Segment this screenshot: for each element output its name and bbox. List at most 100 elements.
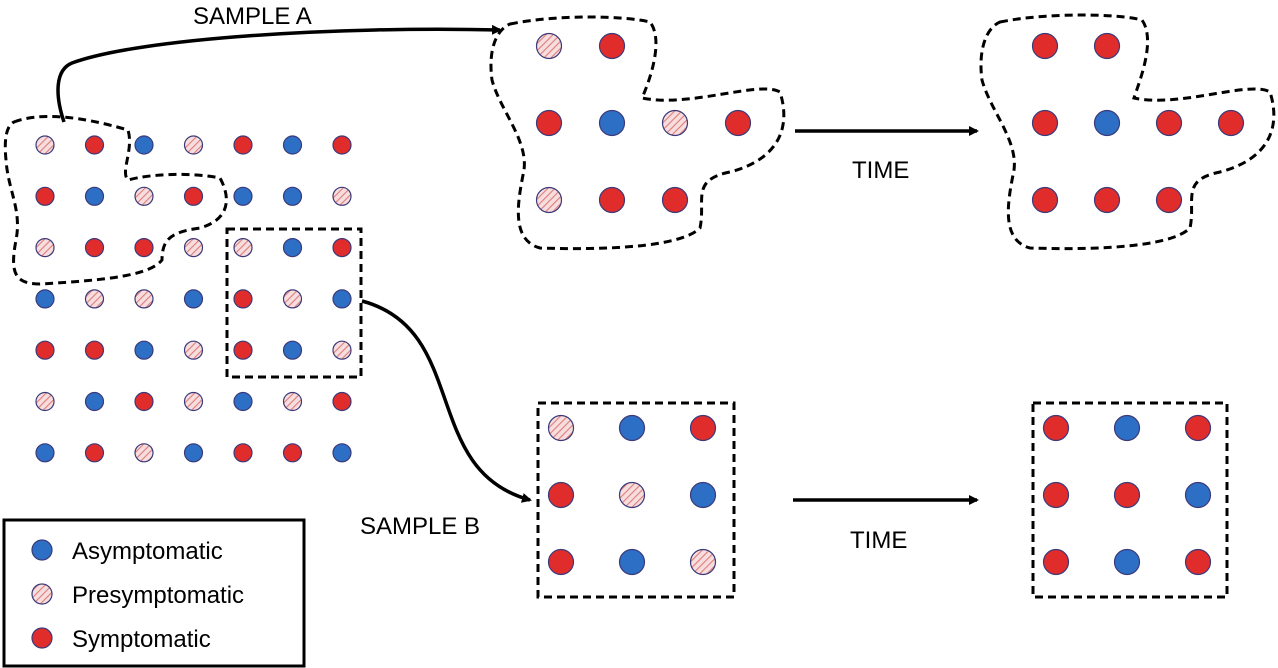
symptomatic-dot xyxy=(1155,186,1183,214)
asymptomatic-dot xyxy=(35,443,55,463)
sample-b-before-box xyxy=(536,401,736,599)
asymptomatic-dot xyxy=(84,391,105,412)
symptomatic-dot xyxy=(1184,414,1212,442)
sample-a-after-outline xyxy=(979,13,1276,251)
symptomatic-dot xyxy=(689,414,717,442)
symptomatic-dot xyxy=(724,109,752,137)
asymptomatic-dot xyxy=(134,340,154,360)
asymptomatic-dot xyxy=(282,135,303,155)
asymptomatic-dot xyxy=(598,109,626,137)
symptomatic-dot xyxy=(1184,548,1212,576)
presymptomatic-dot xyxy=(134,443,154,463)
symptomatic-dot xyxy=(598,32,626,60)
sample-a-before-dots xyxy=(535,32,752,214)
sample-b-region-outline xyxy=(225,227,363,379)
presymptomatic-dot xyxy=(183,340,204,360)
presymptomatic-dot xyxy=(84,289,105,309)
symptomatic-dot xyxy=(547,548,575,576)
sample-a-arrow xyxy=(56,24,502,123)
presymptomatic-dot xyxy=(134,186,154,206)
sample-b-after-box xyxy=(1031,401,1229,599)
symptomatic-dot xyxy=(134,391,154,412)
presymptomatic-dot xyxy=(618,481,646,509)
symptomatic-dot xyxy=(84,443,105,463)
symptomatic-dot xyxy=(1093,186,1121,214)
asymptomatic-dot xyxy=(1184,481,1212,509)
sample-b-label: SAMPLE B xyxy=(360,513,480,540)
presymptomatic-dot xyxy=(535,32,563,60)
presymptomatic-dot xyxy=(689,548,717,576)
presymptomatic-dot xyxy=(282,391,303,412)
asymptomatic-dot xyxy=(282,340,303,360)
time-label-a: TIME xyxy=(852,157,909,184)
presymptomatic-dot xyxy=(661,109,689,137)
symptomatic-dot xyxy=(661,186,689,214)
symptomatic-dot xyxy=(84,238,105,258)
presymptomatic-dot xyxy=(35,391,55,412)
symptomatic-dot xyxy=(84,340,105,360)
legend-label: Asymptomatic xyxy=(72,538,223,565)
sample-a-before-outline xyxy=(489,15,786,251)
sample-a-region-outline xyxy=(3,114,228,286)
asymptomatic-dot xyxy=(332,443,352,463)
presymptomatic-dot xyxy=(332,340,352,360)
time-label-b: TIME xyxy=(850,527,907,554)
symptomatic-dot xyxy=(1042,414,1070,442)
symptomatic-dot xyxy=(332,135,352,155)
sample-b-before-dots xyxy=(547,414,717,576)
presymptomatic-dot xyxy=(332,186,352,206)
sample-b-arrow xyxy=(361,299,532,503)
symptomatic-dot xyxy=(535,109,563,137)
legend-symptomatic-swatch xyxy=(31,627,53,649)
symptomatic-dot xyxy=(1155,109,1183,137)
legend-presymptomatic-swatch xyxy=(31,583,53,605)
asymptomatic-dot xyxy=(282,238,303,258)
legend: Asymptomatic Presymptomatic Symptomatic xyxy=(2,518,306,668)
asymptomatic-dot xyxy=(689,481,717,509)
asymptomatic-dot xyxy=(282,186,303,206)
symptomatic-dot xyxy=(332,238,352,258)
symptomatic-dot xyxy=(282,443,303,463)
symptomatic-dot xyxy=(1031,32,1059,60)
asymptomatic-dot xyxy=(1113,548,1141,576)
symptomatic-dot xyxy=(35,340,55,360)
asymptomatic-dot xyxy=(1113,414,1141,442)
legend-label: Presymptomatic xyxy=(72,582,244,609)
symptomatic-dot xyxy=(1093,32,1121,60)
symptomatic-dot xyxy=(1042,548,1070,576)
asymptomatic-dot xyxy=(183,289,204,309)
presymptomatic-dot xyxy=(535,186,563,214)
symptomatic-dot xyxy=(1113,481,1141,509)
legend-box xyxy=(2,518,306,668)
symptomatic-dot xyxy=(233,443,253,463)
symptomatic-dot xyxy=(233,289,253,309)
asymptomatic-dot xyxy=(618,548,646,576)
asymptomatic-dot xyxy=(84,186,105,206)
legend-asymptomatic-swatch xyxy=(31,539,53,561)
presymptomatic-dot xyxy=(134,289,154,309)
asymptomatic-dot xyxy=(183,443,204,463)
symptomatic-dot xyxy=(332,391,352,412)
symptomatic-dot xyxy=(134,238,154,258)
symptomatic-dot xyxy=(84,135,105,155)
presymptomatic-dot xyxy=(35,135,55,155)
presymptomatic-dot xyxy=(183,391,204,412)
symptomatic-dot xyxy=(598,186,626,214)
asymptomatic-dot xyxy=(35,289,55,309)
sample-b-after-dots xyxy=(1042,414,1212,576)
presymptomatic-dot xyxy=(233,238,253,258)
legend-label: Symptomatic xyxy=(72,626,211,653)
asymptomatic-dot xyxy=(233,391,253,412)
symptomatic-dot xyxy=(1031,186,1059,214)
symptomatic-dot xyxy=(183,186,204,206)
presymptomatic-dot xyxy=(35,238,55,258)
sample-a-after-dots xyxy=(1031,32,1245,214)
presymptomatic-dot xyxy=(282,289,303,309)
population-grid xyxy=(35,135,352,463)
presymptomatic-dot xyxy=(183,135,204,155)
asymptomatic-dot xyxy=(332,289,352,309)
sample-a-label: SAMPLE A xyxy=(193,3,312,30)
symptomatic-dot xyxy=(233,135,253,155)
symptomatic-dot xyxy=(1031,109,1059,137)
